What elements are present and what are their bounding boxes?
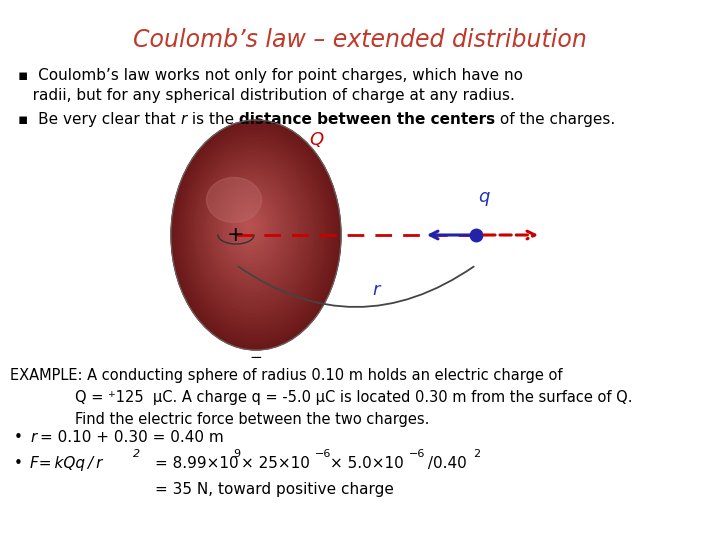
Ellipse shape — [197, 155, 310, 308]
Ellipse shape — [246, 221, 251, 229]
Text: r: r — [30, 430, 36, 445]
Text: r: r — [372, 281, 379, 299]
Text: −6: −6 — [315, 449, 331, 459]
Text: of the charges.: of the charges. — [495, 112, 615, 127]
Text: = 35 N, toward positive charge: = 35 N, toward positive charge — [155, 482, 394, 497]
Ellipse shape — [228, 197, 273, 258]
Ellipse shape — [189, 145, 319, 321]
Ellipse shape — [210, 172, 294, 287]
Ellipse shape — [186, 141, 323, 325]
Text: ▪  Coulomb’s law works not only for point charges, which have no: ▪ Coulomb’s law works not only for point… — [18, 68, 523, 83]
Ellipse shape — [238, 211, 261, 242]
Text: /0.40: /0.40 — [423, 456, 467, 471]
Text: radii, but for any spherical distribution of charge at any radius.: radii, but for any spherical distributio… — [18, 88, 515, 103]
Text: distance between the centers: distance between the centers — [239, 112, 495, 127]
Ellipse shape — [240, 214, 257, 238]
Ellipse shape — [204, 165, 301, 296]
Text: •: • — [14, 456, 23, 471]
Ellipse shape — [212, 176, 292, 284]
Ellipse shape — [199, 159, 307, 304]
Ellipse shape — [222, 190, 279, 267]
Ellipse shape — [225, 193, 276, 262]
Ellipse shape — [174, 124, 338, 346]
Ellipse shape — [230, 200, 270, 254]
Text: = 8.99×10: = 8.99×10 — [155, 456, 238, 471]
Text: Coulomb’s law – extended distribution: Coulomb’s law – extended distribution — [133, 28, 587, 52]
Ellipse shape — [215, 179, 288, 279]
Ellipse shape — [243, 218, 254, 233]
Text: EXAMPLE: A conducting sphere of radius 0.10 m holds an electric charge of: EXAMPLE: A conducting sphere of radius 0… — [10, 368, 562, 383]
Text: Find the electric force between the two charges.: Find the electric force between the two … — [75, 412, 429, 427]
Ellipse shape — [171, 120, 341, 350]
Ellipse shape — [194, 152, 313, 313]
Text: q: q — [478, 188, 490, 206]
Ellipse shape — [181, 134, 328, 333]
Text: F= kQq / r: F= kQq / r — [30, 456, 102, 471]
Ellipse shape — [202, 162, 304, 300]
Ellipse shape — [184, 138, 325, 329]
Ellipse shape — [217, 183, 285, 275]
Text: × 5.0×10: × 5.0×10 — [330, 456, 404, 471]
Text: ▪  Be very clear that: ▪ Be very clear that — [18, 112, 181, 127]
Text: −6: −6 — [409, 449, 426, 459]
Text: = 0.10 + 0.30 = 0.40 m: = 0.10 + 0.30 = 0.40 m — [40, 430, 224, 445]
Ellipse shape — [235, 207, 264, 246]
Text: Q = ⁺125  μC. A charge q = -5.0 μC is located 0.30 m from the surface of Q.: Q = ⁺125 μC. A charge q = -5.0 μC is loc… — [75, 390, 632, 405]
Ellipse shape — [176, 127, 335, 342]
Ellipse shape — [207, 169, 297, 292]
Text: 2: 2 — [133, 449, 140, 459]
Ellipse shape — [179, 131, 332, 338]
Text: •: • — [14, 430, 23, 445]
Ellipse shape — [207, 178, 261, 222]
Text: +: + — [228, 225, 245, 245]
Text: r: r — [181, 112, 186, 127]
Text: Q: Q — [309, 131, 323, 149]
Text: × 25×10: × 25×10 — [241, 456, 310, 471]
Text: 2: 2 — [473, 449, 480, 459]
Text: −: − — [250, 350, 262, 366]
Ellipse shape — [220, 186, 282, 271]
Ellipse shape — [233, 204, 266, 250]
Text: 9: 9 — [233, 449, 240, 459]
Ellipse shape — [192, 148, 316, 316]
Text: is the: is the — [186, 112, 239, 127]
